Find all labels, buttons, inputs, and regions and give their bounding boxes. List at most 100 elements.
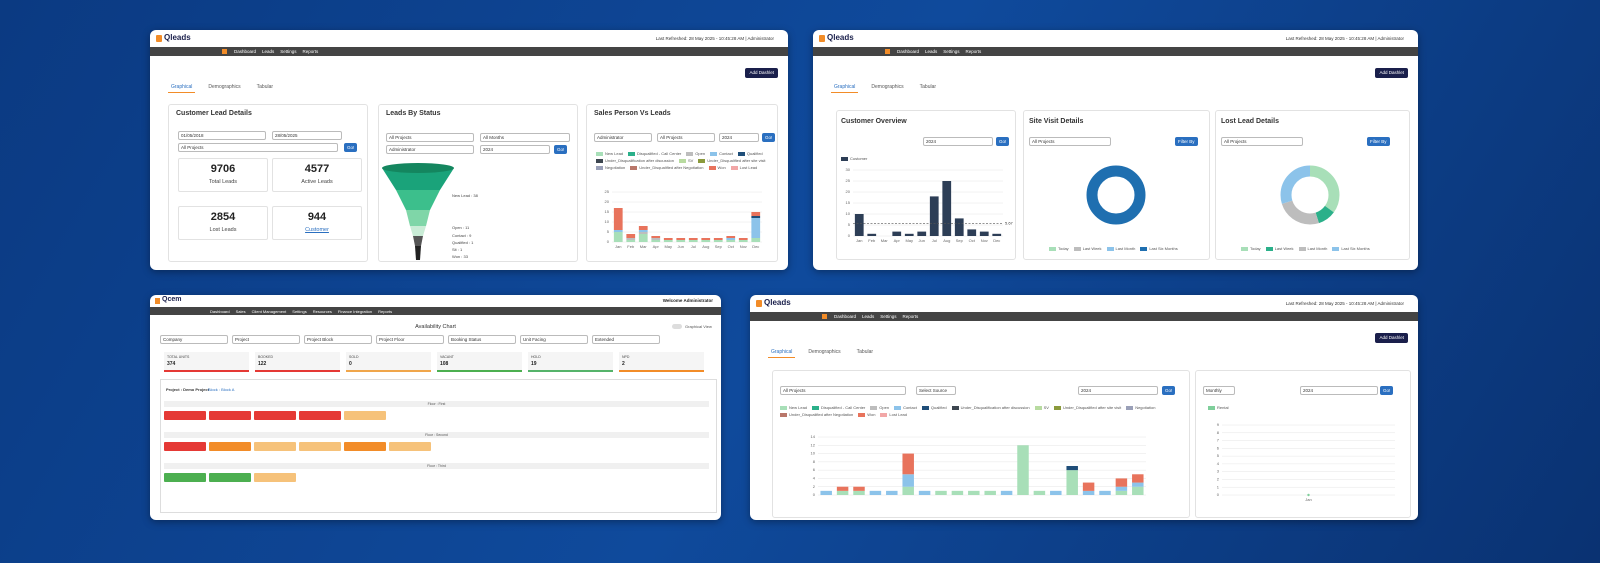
select[interactable]: Project Block bbox=[304, 335, 372, 344]
select[interactable]: Monthly bbox=[1203, 386, 1235, 395]
tab[interactable]: Graphical bbox=[768, 347, 796, 358]
select[interactable]: 28/05/2025 bbox=[272, 131, 342, 140]
tab[interactable]: Tabular bbox=[919, 84, 937, 90]
filter-button[interactable]: Filter By bbox=[1367, 137, 1390, 146]
nav-item[interactable]: Settings bbox=[880, 314, 897, 319]
nav-item[interactable]: Dashboard bbox=[897, 49, 920, 54]
unit-tile[interactable] bbox=[164, 442, 206, 451]
legend-label: Open bbox=[695, 151, 706, 156]
unit-tile[interactable] bbox=[254, 442, 296, 451]
unit-tile[interactable] bbox=[164, 473, 206, 482]
unit-tile[interactable] bbox=[209, 473, 251, 482]
card bbox=[586, 104, 778, 262]
go-button[interactable]: Go! bbox=[344, 143, 358, 152]
leads-dashboard-panel: Qleads Last Refreshed: 28 May 2025 - 10:4… bbox=[150, 30, 788, 270]
legend-item: Under_Disqualified after site visit bbox=[698, 158, 766, 164]
logo: Qleads bbox=[827, 33, 854, 42]
nav-item[interactable]: Leads bbox=[862, 314, 875, 319]
select[interactable]: All Projects bbox=[386, 133, 474, 142]
select[interactable]: 2024 bbox=[923, 137, 993, 146]
legend-item: Last Six Months bbox=[1140, 246, 1178, 252]
go-button[interactable]: Go! bbox=[1162, 386, 1176, 395]
tab[interactable]: Demographics bbox=[808, 349, 841, 355]
select[interactable]: 2024 bbox=[719, 133, 759, 142]
card bbox=[168, 104, 368, 262]
legend-item: Contact bbox=[710, 151, 733, 157]
tab[interactable]: Tabular bbox=[856, 349, 874, 355]
go-button[interactable]: Go! bbox=[996, 137, 1010, 146]
nav-item[interactable]: Reports bbox=[378, 308, 393, 314]
select[interactable]: Extended bbox=[592, 335, 660, 344]
legend-swatch bbox=[921, 406, 929, 410]
nav-item[interactable]: Dashboard bbox=[234, 49, 257, 54]
unit-tile[interactable] bbox=[209, 442, 251, 451]
nav-item[interactable]: Reports bbox=[965, 49, 982, 54]
nav-item[interactable]: Reports bbox=[302, 49, 319, 54]
select[interactable]: 2024 bbox=[1078, 386, 1158, 395]
unit-tile[interactable] bbox=[344, 442, 386, 451]
tab[interactable]: Graphical bbox=[831, 82, 859, 93]
unit-tile[interactable] bbox=[254, 473, 296, 482]
go-button[interactable]: Go! bbox=[554, 145, 568, 154]
unit-tile[interactable] bbox=[254, 411, 296, 420]
go-button[interactable]: Go! bbox=[1380, 386, 1394, 395]
nav-item[interactable]: Settings bbox=[943, 49, 960, 54]
unit-tile[interactable] bbox=[209, 411, 251, 420]
card-title: Customer Lead Details bbox=[176, 110, 252, 117]
select[interactable]: All Months bbox=[480, 133, 570, 142]
unit-tile[interactable] bbox=[389, 442, 431, 451]
kpi-label[interactable]: Customer bbox=[305, 227, 329, 233]
unit-tile[interactable] bbox=[344, 411, 386, 420]
nav-item[interactable]: Sales bbox=[235, 308, 246, 314]
last-refreshed: Last Refreshed: 28 May 2025 - 10:45:28 A… bbox=[1285, 36, 1404, 41]
nav-bar bbox=[150, 307, 721, 315]
select[interactable]: All Projects bbox=[657, 133, 715, 142]
nav-item[interactable]: Dashboard bbox=[834, 314, 857, 319]
nav-item[interactable]: Dashboard bbox=[210, 308, 230, 314]
select[interactable]: All Projects bbox=[1029, 137, 1111, 146]
legend-swatch bbox=[596, 159, 603, 163]
select[interactable]: Select Source bbox=[916, 386, 956, 395]
unit-tile[interactable] bbox=[299, 411, 341, 420]
select[interactable]: Company bbox=[160, 335, 228, 344]
select[interactable]: 2024 bbox=[480, 145, 550, 154]
nav-item[interactable]: Client Management bbox=[251, 308, 287, 314]
select[interactable]: All Projects bbox=[178, 143, 338, 152]
nav-item[interactable]: Leads bbox=[262, 49, 275, 54]
select[interactable]: 01/05/2018 bbox=[178, 131, 266, 140]
kpi-label: VACANT bbox=[440, 355, 454, 359]
tab[interactable]: Tabular bbox=[256, 84, 274, 90]
kpi-box bbox=[272, 206, 362, 240]
add-dashlet-button[interactable]: Add Dashlet bbox=[1375, 68, 1408, 78]
add-dashlet-button[interactable]: Add Dashlet bbox=[745, 68, 778, 78]
nav-item[interactable]: Settings bbox=[292, 308, 307, 314]
select[interactable]: All Projects bbox=[1221, 137, 1303, 146]
toggle[interactable] bbox=[672, 324, 682, 329]
legend-item: Open bbox=[870, 405, 889, 411]
select[interactable]: Administrator bbox=[386, 145, 474, 154]
select[interactable]: Project Floor bbox=[376, 335, 444, 344]
legend-label: Last Week bbox=[1082, 246, 1102, 251]
nav-item[interactable]: Leads bbox=[925, 49, 938, 54]
add-dashlet-button[interactable]: Add Dashlet bbox=[1375, 333, 1408, 343]
select[interactable]: Booking Status bbox=[448, 335, 516, 344]
unit-area bbox=[160, 379, 717, 513]
tab[interactable]: Demographics bbox=[871, 84, 904, 90]
kpi-label: SOLD bbox=[349, 355, 359, 359]
select[interactable]: Administrator bbox=[594, 133, 652, 142]
select[interactable]: Unit Facing bbox=[520, 335, 588, 344]
nav-item[interactable]: Settings bbox=[280, 49, 297, 54]
select[interactable]: Project bbox=[232, 335, 300, 344]
select[interactable]: 2024 bbox=[1300, 386, 1378, 395]
nav-item[interactable]: Finance Integration bbox=[337, 308, 373, 314]
unit-tile[interactable] bbox=[299, 442, 341, 451]
tab[interactable]: Demographics bbox=[208, 84, 241, 90]
nav-item[interactable]: Resources bbox=[312, 308, 332, 314]
filter-button[interactable]: Filter By bbox=[1175, 137, 1198, 146]
unit-tile[interactable] bbox=[164, 411, 206, 420]
nav-item[interactable]: Reports bbox=[902, 314, 919, 319]
tab[interactable]: Graphical bbox=[168, 82, 196, 93]
funnel-label: Contact : 9 bbox=[452, 233, 472, 238]
select[interactable]: All Projects bbox=[780, 386, 906, 395]
go-button[interactable]: Go! bbox=[762, 133, 776, 142]
